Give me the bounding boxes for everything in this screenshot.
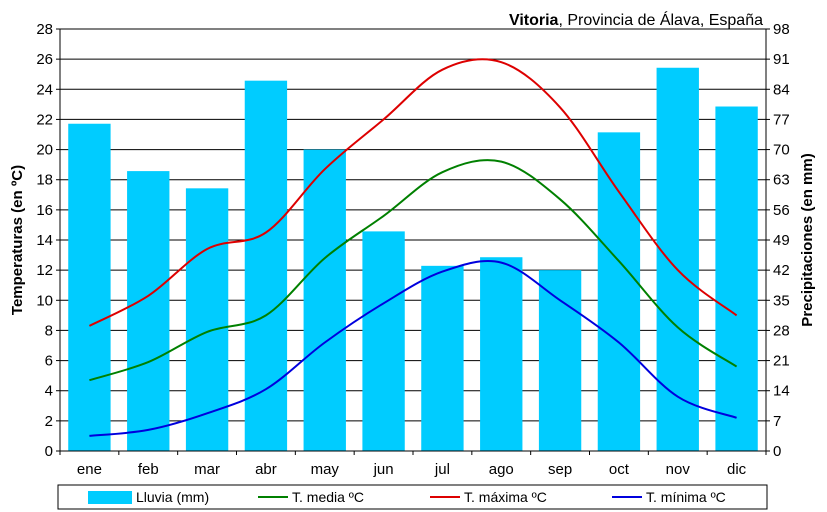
y-left-tick-label: 4: [45, 383, 53, 400]
y-left-tick-label: 8: [45, 322, 53, 339]
x-tick-label-dic: dic: [727, 461, 747, 478]
y-left-tick-label: 28: [36, 21, 53, 38]
x-tick-label-jun: jun: [373, 461, 394, 478]
legend-box: [57, 484, 768, 510]
legend-label-min: T. mínima ºC: [646, 489, 726, 505]
y-left-tick-label: 20: [36, 142, 53, 159]
y-right-tick-label: 84: [773, 81, 790, 98]
y-left-tick-label: 24: [36, 81, 53, 98]
y-left-tick-label: 2: [45, 413, 53, 430]
y-right-tick-label: 28: [773, 322, 790, 339]
precipitation-bars: [68, 67, 758, 452]
legend: Lluvia (mm) T. media ºC T. máxima ºC T. …: [57, 484, 768, 510]
x-tick-label-sep: sep: [548, 461, 572, 478]
y-right-tick-label: 35: [773, 292, 790, 309]
x-tick-label-jul: jul: [434, 461, 450, 478]
y-axis-left-label: Temperaturas (en ºC): [9, 165, 26, 315]
y-right-tick-label: 42: [773, 262, 790, 279]
y-right-tick-label: 91: [773, 51, 790, 68]
y-right-tick-label: 77: [773, 111, 790, 128]
x-tick-label-oct: oct: [609, 461, 630, 478]
bar-jul: [421, 265, 464, 451]
x-tick-label-ago: ago: [489, 461, 514, 478]
bar-abr: [244, 80, 288, 452]
line-min-temp: [89, 260, 737, 437]
bar-may: [303, 149, 346, 452]
legend-label-max: T. máxima ºC: [464, 489, 547, 505]
y-left-tick-label: 22: [36, 111, 53, 128]
y-left-tick-label: 26: [36, 51, 53, 68]
chart-title-city: Vitoria: [509, 12, 559, 29]
legend-label-mean: T. media ºC: [292, 489, 364, 505]
x-tick-label-feb: feb: [138, 461, 159, 478]
bar-ene: [68, 123, 111, 452]
y-right-tick-label: 63: [773, 172, 790, 189]
bar-oct: [597, 132, 641, 452]
legend-label-rain: Lluvia (mm): [136, 489, 209, 505]
y-axis-right-label: Precipitaciones (en mm): [799, 153, 816, 326]
y-right-tick-label: 0: [773, 443, 781, 460]
bar-jun: [362, 231, 405, 451]
y-left-tick-label: 12: [36, 262, 53, 279]
x-tick-label-abr: abr: [255, 461, 277, 478]
bar-sep: [538, 270, 582, 451]
x-tick-label-may: may: [311, 461, 340, 478]
y-left-tick-label: 10: [36, 292, 53, 309]
axis-ticks: 0246810121416182022242628071421283542495…: [36, 21, 789, 478]
line-mean-temp: [89, 159, 738, 382]
y-right-tick-label: 21: [773, 353, 790, 370]
y-left-tick-label: 16: [36, 202, 53, 219]
legend-swatch-rain: [88, 491, 132, 504]
x-tick-label-nov: nov: [666, 461, 691, 478]
y-right-tick-label: 7: [773, 413, 781, 430]
bar-dic: [715, 106, 758, 452]
y-right-tick-label: 98: [773, 21, 790, 38]
y-right-tick-label: 56: [773, 202, 790, 219]
temperature-lines: [88, 58, 738, 437]
y-right-tick-label: 49: [773, 232, 790, 249]
line-max-temp: [88, 58, 738, 327]
y-left-tick-label: 18: [36, 172, 53, 189]
x-tick-label-ene: ene: [77, 461, 102, 478]
chart-title-region: , Provincia de Álava, España: [558, 10, 763, 29]
y-left-tick-label: 6: [45, 353, 53, 370]
bar-nov: [656, 67, 699, 452]
chart-title: Vitoria, Provincia de Álava, España: [509, 10, 763, 29]
grid-lines: [60, 28, 766, 452]
y-right-tick-label: 70: [773, 142, 790, 159]
bar-mar: [185, 188, 229, 451]
y-left-tick-label: 0: [45, 443, 53, 460]
bar-feb: [127, 171, 170, 451]
x-tick-label-mar: mar: [194, 461, 220, 478]
y-left-tick-label: 14: [36, 232, 53, 249]
y-right-tick-label: 14: [773, 383, 790, 400]
bar-ago: [480, 257, 523, 451]
